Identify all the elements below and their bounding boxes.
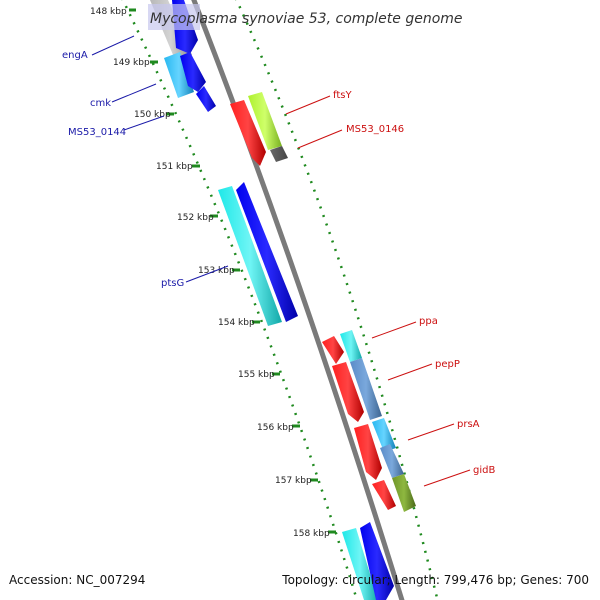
gene-label-ppa: ppa <box>419 316 438 327</box>
gene-prsA-red <box>354 424 382 480</box>
gene-label-gidB: gidB <box>473 465 495 476</box>
gene-bottom-cyan <box>342 528 378 600</box>
gene-cmk-strand <box>180 52 206 92</box>
kbp-label: 156 kbp <box>257 423 294 433</box>
leader-ppa <box>371 321 417 339</box>
leader-ms53-0146 <box>297 129 343 149</box>
gene-label-cmk: cmk <box>90 98 111 109</box>
right-leader-lines <box>285 95 471 487</box>
kbp-label: 158 kbp <box>293 529 330 539</box>
leader-pepP <box>387 363 433 381</box>
gene-prsA-sky <box>372 418 396 452</box>
gene-ftsY-red <box>230 100 266 166</box>
gene-cmk <box>164 52 194 98</box>
gene-ftsY <box>248 92 282 150</box>
gene-label-engA: engA <box>62 50 88 61</box>
outer-tick-rail <box>235 0 439 600</box>
gene-label-ms53-0146: MS53_0146 <box>346 124 404 135</box>
kbp-label: 148 kbp <box>90 7 127 17</box>
leader-ptsG <box>185 265 229 283</box>
kbp-label: 153 kbp <box>198 266 235 276</box>
leader-engA <box>91 35 135 56</box>
left-leader-lines <box>91 35 229 283</box>
leader-ftsY <box>285 95 331 115</box>
kbp-label: 154 kbp <box>218 318 255 328</box>
gene-label-ms53-0144: MS53_0144 <box>68 127 126 138</box>
gene-pepP <box>350 358 382 420</box>
kbp-label: 152 kbp <box>177 213 214 223</box>
gene-ppa-red <box>322 336 344 364</box>
kbp-ticks <box>129 8 336 534</box>
gene-pepP-red <box>332 362 364 422</box>
title-highlight <box>148 4 200 30</box>
leader-ms53-0144 <box>123 115 165 131</box>
topology-text: Topology: circular; Length: 799,476 bp; … <box>282 573 589 587</box>
inner-tick-rail <box>121 0 359 600</box>
gene-prsA <box>380 444 404 478</box>
gene-bottom-blue <box>360 522 394 600</box>
gene-label-prsA: prsA <box>457 419 480 430</box>
gene-label-ftsY: ftsY <box>333 90 352 101</box>
gene-gidB <box>392 474 416 512</box>
gene-ms53-0144 <box>196 86 216 112</box>
gene-label-ptsG: ptsG <box>161 278 184 289</box>
kbp-label: 155 kbp <box>238 370 275 380</box>
leader-cmk <box>111 83 157 103</box>
kbp-label: 150 kbp <box>134 110 171 120</box>
gene-gidB-red <box>372 480 396 510</box>
kbp-label: 157 kbp <box>275 476 312 486</box>
gene-ptsG <box>236 182 298 322</box>
gene-ptsG-cyan <box>218 186 282 326</box>
kbp-label: 151 kbp <box>156 162 193 172</box>
kbp-label: 149 kbp <box>113 58 150 68</box>
gene-label-pepP: pepP <box>435 359 460 370</box>
leader-prsA <box>407 423 455 441</box>
gene-ppa <box>340 330 362 362</box>
gene-ms53-0146 <box>270 146 288 162</box>
leader-gidB <box>423 469 471 487</box>
accession-text: Accession: NC_007294 <box>9 573 146 587</box>
map-title: Mycoplasma synoviae 53, complete genome <box>150 11 463 27</box>
genome-backbone <box>191 0 405 600</box>
